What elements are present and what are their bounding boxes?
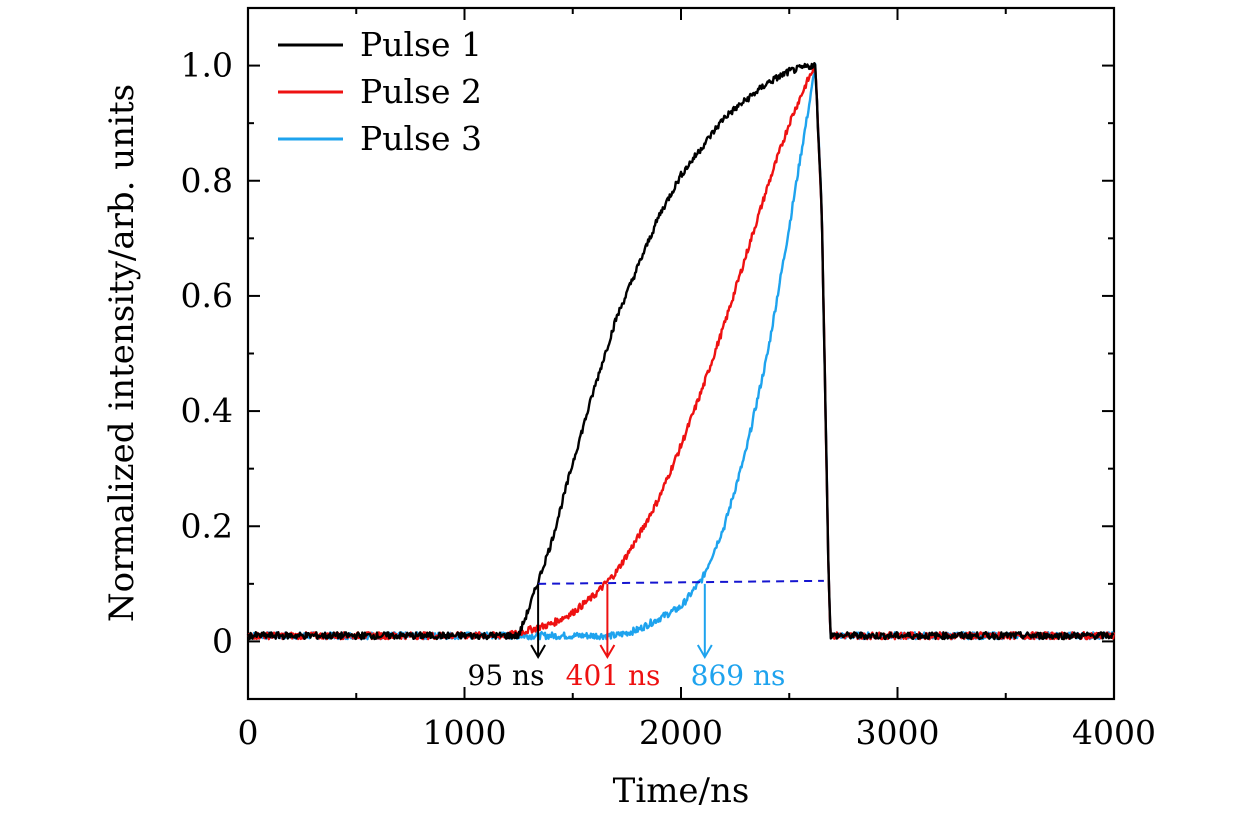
x-tick-label: 1000: [423, 713, 507, 752]
legend-label: Pulse 1: [360, 25, 482, 64]
y-axis-label: Normalized intensity/arb. units: [102, 84, 142, 622]
x-tick-label: 3000: [856, 713, 940, 752]
y-tick-label: 1.0: [181, 46, 233, 85]
y-tick-label: 0.6: [181, 276, 233, 315]
x-axis-label: Time/ns: [613, 771, 750, 811]
y-tick-label: 0.4: [181, 391, 233, 430]
y-tick-label: 0.2: [181, 506, 233, 545]
legend-label: Pulse 3: [360, 119, 482, 158]
x-tick-label: 4000: [1072, 713, 1156, 752]
threshold-layer: [538, 579, 824, 585]
annotation-label: 401 ns: [566, 659, 661, 692]
legend: Pulse 1 Pulse 2 Pulse 3: [278, 25, 482, 158]
annotation-label: 869 ns: [691, 659, 786, 692]
annotation-layer: 95 ns 401 ns 869 ns: [468, 583, 786, 692]
axis-ticks: [247, 7, 1115, 700]
y-tick-label: 0.8: [181, 161, 233, 200]
threshold-line: [538, 579, 824, 585]
axis-tick-labels: 0 1000 2000 3000 4000 0 0.2 0.4 0.6 0.8 1.0: [181, 46, 1156, 752]
annotation-label: 95 ns: [468, 659, 545, 692]
annotation-arrowhead: [530, 644, 546, 659]
annotation-arrowhead: [599, 644, 616, 659]
plot-frame: [246, 6, 1116, 701]
x-tick-label: 2000: [639, 713, 723, 752]
legend-label: Pulse 2: [360, 72, 482, 111]
x-tick-label: 0: [238, 713, 259, 752]
series-layer: [246, 62, 1116, 641]
annotation-arrowhead: [696, 644, 713, 659]
series-line-1: [246, 62, 1115, 641]
y-tick-label: 0: [212, 621, 233, 660]
